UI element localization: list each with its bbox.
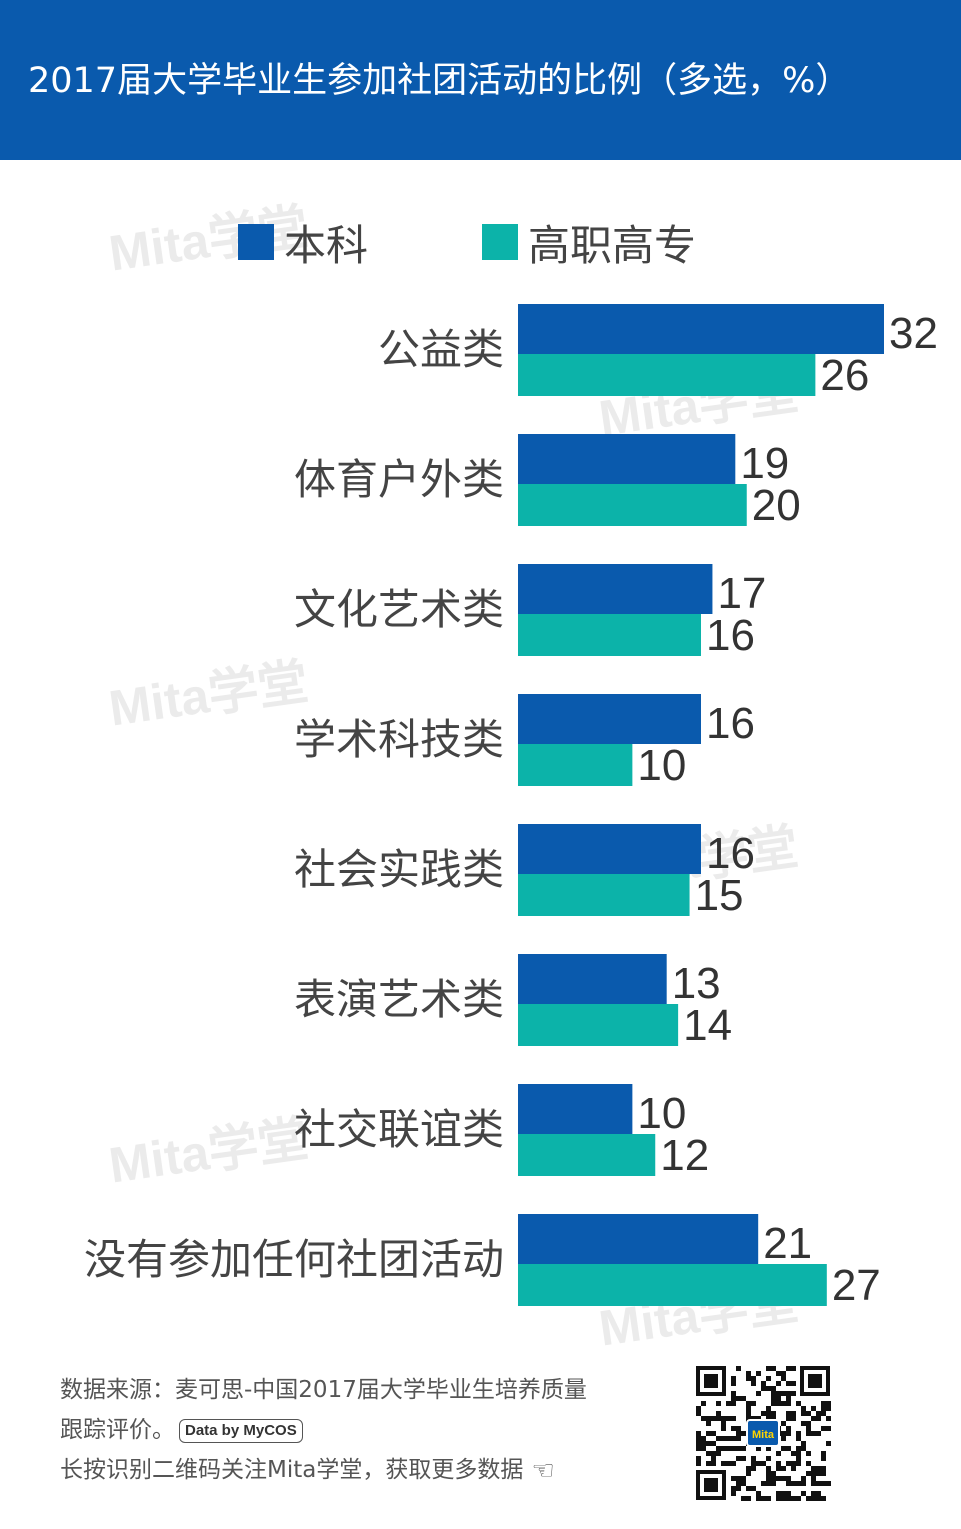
- bar-group: 公益类 32 26: [378, 304, 938, 400]
- bar-series-2: [518, 1134, 656, 1176]
- follow-text: 长按识别二维码关注Mita学堂，获取更多数据: [60, 1457, 524, 1483]
- legend: 本科 高职高专: [0, 212, 961, 272]
- footer: 数据来源：麦可思-中国2017届大学毕业生培养质量 跟踪评价。 Data by M…: [60, 1370, 680, 1491]
- source-line-2: 跟踪评价。 Data by MyCOS: [60, 1410, 680, 1450]
- chart-title: 2017届大学毕业生参加社团活动的比例（多选，%）: [28, 61, 851, 101]
- bar-series-2: [518, 1264, 827, 1306]
- category-label: 公益类: [378, 325, 504, 374]
- follow-line: 长按识别二维码关注Mita学堂，获取更多数据 ☜: [60, 1450, 680, 1491]
- data-label: 26: [820, 351, 869, 400]
- source-line-1: 数据来源：麦可思-中国2017届大学毕业生培养质量: [60, 1377, 587, 1403]
- category-label: 学术科技类: [294, 715, 504, 764]
- bar-series-1: [518, 434, 736, 484]
- bar-series-1: [518, 304, 884, 354]
- legend-label-series-1: 本科: [284, 220, 369, 270]
- legend-swatch-series-1: [238, 224, 274, 260]
- data-label: 15: [695, 871, 744, 920]
- legend-label-series-2: 高职高专: [528, 220, 697, 270]
- legend-item-series-2: 高职高专: [482, 212, 696, 272]
- data-label: 17: [717, 569, 766, 618]
- category-label: 体育户外类: [294, 455, 504, 504]
- bar-series-2: [518, 484, 747, 526]
- bar-series-2: [518, 744, 633, 786]
- bar-series-2: [518, 874, 690, 916]
- category-label: 没有参加任何社团活动: [84, 1235, 504, 1284]
- bar-series-1: [518, 564, 713, 614]
- bar-series-2: [518, 1004, 679, 1046]
- bar-series-2: [518, 614, 701, 656]
- bar-series-1: [518, 954, 667, 1004]
- data-label: 14: [683, 1001, 732, 1050]
- bar-group: 学术科技类 16 10: [294, 694, 755, 790]
- category-label: 表演艺术类: [294, 975, 504, 1024]
- bar-series-2: [518, 354, 816, 396]
- header-banner: 2017届大学毕业生参加社团活动的比例（多选，%）: [0, 0, 961, 160]
- bar-series-1: [518, 1084, 633, 1134]
- bar-series-1: [518, 694, 701, 744]
- data-label: 10: [637, 741, 686, 790]
- qr-center-logo: Mita: [752, 1429, 775, 1441]
- category-label: 社会实践类: [294, 845, 504, 894]
- data-label: 27: [832, 1261, 881, 1310]
- data-label: 16: [706, 829, 755, 878]
- data-label: 21: [763, 1219, 812, 1268]
- data-label: 12: [660, 1131, 709, 1180]
- bar-group: 没有参加任何社团活动 21 27: [84, 1214, 881, 1310]
- category-label: 文化艺术类: [294, 585, 504, 634]
- qr-code-icon[interactable]: Mita: [692, 1362, 834, 1504]
- pointing-hand-icon: ☜: [531, 1455, 555, 1486]
- legend-item-series-1: 本科: [238, 212, 368, 272]
- data-label: 32: [889, 309, 938, 358]
- category-label: 社交联谊类: [294, 1105, 504, 1154]
- source-text-2: 跟踪评价。: [60, 1417, 175, 1443]
- data-label: 13: [672, 959, 721, 1008]
- mycos-badge: Data by MyCOS: [179, 1418, 303, 1443]
- data-label: 19: [740, 439, 789, 488]
- data-label: 20: [752, 481, 801, 530]
- bar-series-1: [518, 824, 701, 874]
- bar-series-1: [518, 1214, 759, 1264]
- data-label: 16: [706, 611, 755, 660]
- data-label: 10: [637, 1089, 686, 1138]
- data-label: 16: [706, 699, 755, 748]
- legend-swatch-series-2: [482, 224, 518, 260]
